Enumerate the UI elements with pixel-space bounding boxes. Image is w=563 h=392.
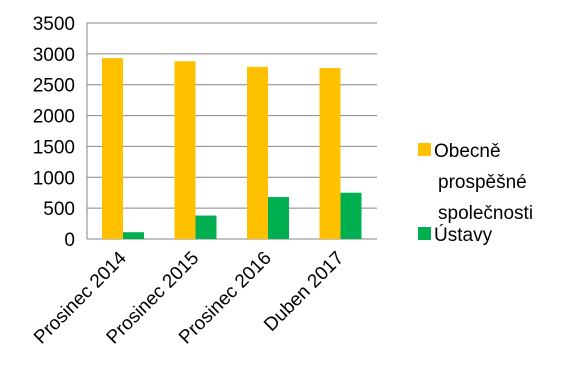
y-tick-label: 3000: [33, 45, 75, 66]
bar-ops-3: [319, 68, 341, 240]
y-tick-label: 1000: [33, 168, 75, 189]
y-tick-label: 500: [43, 199, 75, 220]
bars: [102, 58, 362, 240]
bar-ops-2: [247, 66, 268, 240]
y-tick-label: 2000: [33, 107, 75, 128]
y-tick-label: 1500: [33, 137, 75, 158]
gridlines: [87, 22, 377, 240]
bar-ustavy-3: [340, 192, 362, 239]
y-tick-label: 2500: [33, 76, 75, 97]
bar-ops-1: [174, 61, 196, 240]
bar-ustavy-2: [268, 197, 289, 239]
bar-ops-0: [102, 58, 123, 240]
legend-swatch-ops: [418, 143, 431, 156]
y-tick-label: 3500: [33, 14, 75, 35]
legend-label-ustavy: Ústavy: [434, 224, 493, 246]
bar-ustavy-1: [195, 215, 217, 239]
legend-label-ops: Obecně prospěšné společnosti: [434, 141, 533, 224]
y-axis-tick-labels: 0 500 1000 1500 2000 2500 3000 3500: [33, 14, 75, 251]
y-tick-label: 0: [64, 230, 75, 251]
legend-swatch-ustavy: [418, 227, 431, 240]
bar-ustavy-0: [123, 232, 144, 239]
